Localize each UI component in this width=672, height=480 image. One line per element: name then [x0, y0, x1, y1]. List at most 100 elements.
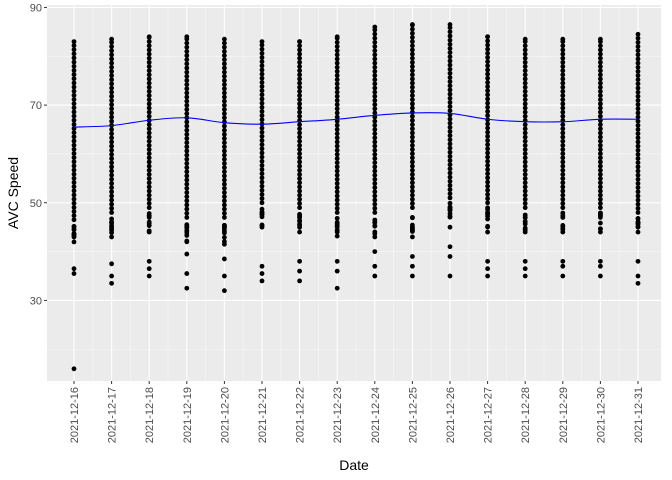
data-point — [222, 65, 227, 71]
data-point — [560, 142, 566, 148]
data-point — [635, 98, 641, 103]
data-point — [71, 113, 77, 119]
data-point — [109, 224, 114, 230]
data-point — [259, 167, 265, 172]
data-point — [71, 223, 77, 229]
data-point — [598, 229, 603, 235]
data-point — [334, 98, 340, 103]
data-point — [222, 256, 227, 262]
data-point — [485, 266, 490, 272]
data-point — [372, 110, 378, 116]
data-point — [146, 109, 152, 115]
data-point — [297, 172, 302, 177]
data-point — [410, 176, 415, 181]
data-point — [635, 118, 641, 124]
data-point — [598, 59, 603, 65]
data-point — [184, 210, 190, 216]
data-point — [184, 69, 190, 75]
data-point — [447, 79, 453, 85]
data-point — [598, 163, 603, 169]
data-point — [522, 215, 528, 220]
data-point — [222, 144, 227, 150]
data-point — [146, 93, 152, 98]
data-point — [297, 151, 302, 157]
data-point — [184, 123, 190, 129]
data-point — [635, 280, 641, 286]
data-point — [297, 196, 302, 202]
data-point — [410, 184, 415, 190]
data-point — [447, 104, 453, 109]
data-point — [598, 215, 603, 220]
data-point — [109, 44, 114, 49]
data-point — [560, 36, 566, 42]
data-point — [71, 271, 77, 276]
data-point — [410, 93, 415, 98]
data-point — [297, 147, 302, 152]
data-point — [372, 152, 378, 157]
data-point — [222, 288, 227, 294]
data-point — [184, 34, 190, 40]
data-point — [560, 109, 566, 115]
x-tick-label: 2021-12-16 — [69, 387, 81, 443]
data-point — [184, 90, 190, 96]
data-point — [109, 98, 114, 103]
data-point — [635, 164, 641, 170]
data-point — [184, 152, 190, 158]
data-point — [259, 200, 265, 206]
data-point — [560, 59, 566, 65]
data-point — [598, 138, 603, 144]
data-point — [635, 156, 641, 161]
data-point — [297, 113, 302, 119]
data-point — [109, 205, 114, 211]
data-point — [334, 127, 340, 132]
data-point — [71, 213, 77, 219]
data-point — [560, 89, 566, 94]
data-point — [259, 59, 265, 65]
data-point — [297, 76, 302, 82]
data-point — [522, 72, 528, 78]
data-point — [184, 44, 190, 50]
data-point — [485, 213, 490, 219]
data-point — [635, 81, 641, 87]
data-point — [184, 161, 190, 166]
data-point — [447, 70, 453, 76]
data-point — [598, 47, 603, 53]
data-point — [71, 59, 77, 65]
data-point — [259, 179, 265, 185]
data-point — [146, 142, 152, 148]
data-point — [560, 172, 566, 177]
data-point — [146, 176, 152, 181]
data-point — [222, 78, 227, 83]
data-point — [635, 135, 641, 141]
data-point — [410, 142, 415, 148]
data-point — [485, 167, 490, 172]
data-point — [184, 181, 190, 187]
data-point — [259, 104, 265, 110]
data-point — [222, 107, 227, 112]
data-point — [297, 163, 302, 169]
data-point — [372, 156, 378, 161]
data-point — [410, 196, 415, 202]
data-point — [410, 263, 415, 269]
data-point — [71, 142, 77, 148]
data-point — [560, 196, 566, 202]
data-point — [372, 164, 378, 170]
data-point — [410, 39, 415, 45]
data-point — [109, 77, 114, 83]
data-point — [372, 249, 378, 254]
data-point — [635, 77, 641, 83]
data-point — [222, 241, 227, 247]
data-point — [259, 39, 265, 45]
data-point — [334, 77, 340, 83]
data-point — [485, 50, 490, 56]
data-point — [635, 39, 641, 45]
data-point — [635, 48, 641, 54]
data-point — [410, 130, 415, 136]
data-point — [259, 100, 265, 106]
data-point — [184, 98, 190, 104]
data-point — [109, 189, 114, 195]
data-point — [334, 193, 340, 199]
data-point — [184, 224, 190, 230]
data-point — [410, 159, 415, 165]
data-point — [598, 109, 603, 115]
